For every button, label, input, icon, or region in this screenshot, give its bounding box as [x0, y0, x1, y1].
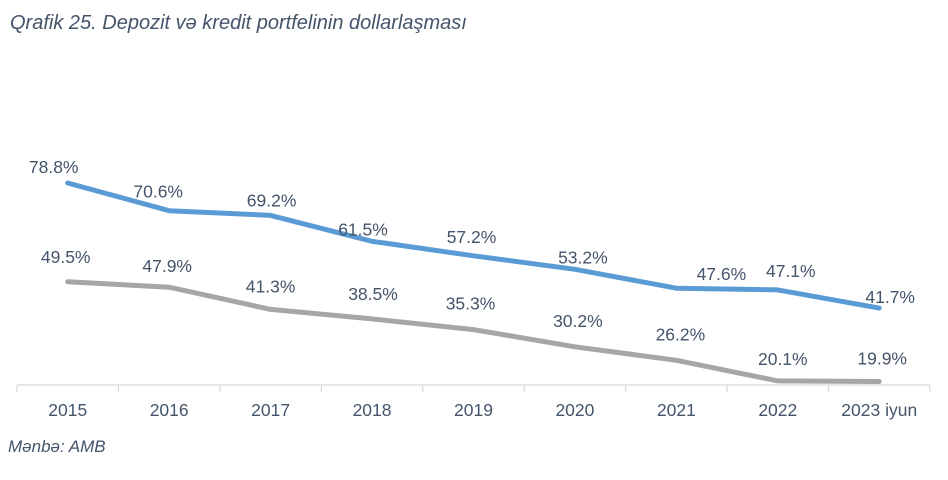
data-label-upper-blue: 78.8%: [29, 157, 79, 177]
data-label-upper-blue: 69.2%: [247, 190, 297, 210]
x-axis-label: 2016: [150, 400, 189, 420]
x-axis-label: 2015: [48, 400, 87, 420]
data-label-lower-gray: 41.3%: [246, 276, 296, 296]
data-label-upper-blue: 61.5%: [338, 219, 388, 239]
x-axis-label: 2019: [454, 400, 493, 420]
x-axis-label: 2020: [555, 400, 594, 420]
x-axis-label: 2018: [353, 400, 392, 420]
data-label-lower-gray: 26.2%: [656, 324, 706, 344]
x-axis-label: 2017: [251, 400, 290, 420]
data-label-lower-gray: 19.9%: [857, 349, 907, 369]
data-label-upper-blue: 70.6%: [133, 182, 183, 202]
x-axis-label: 2021: [657, 400, 696, 420]
series-line-lower-gray: [65, 279, 882, 384]
source-note: Mənbə: AMB: [8, 437, 106, 456]
x-axis-label: 2023 iyun: [841, 400, 917, 420]
series-line-upper-blue: [65, 180, 882, 311]
data-label-upper-blue: 47.1%: [766, 261, 816, 281]
data-label-lower-gray: 38.5%: [348, 284, 398, 304]
data-label-upper-blue: 57.2%: [447, 227, 497, 247]
data-label-lower-gray: 49.5%: [41, 247, 91, 267]
data-label-lower-gray: 47.9%: [142, 256, 192, 276]
data-label-upper-blue: 53.2%: [558, 247, 608, 267]
data-label-lower-gray: 35.3%: [446, 294, 496, 314]
data-label-upper-blue: 47.6%: [697, 264, 747, 284]
data-label-lower-gray: 20.1%: [758, 349, 808, 369]
x-axis-label: 2022: [758, 400, 797, 420]
chart-title: Qrafik 25. Depozit və kredit portfelinin…: [10, 12, 467, 34]
data-label-lower-gray: 30.2%: [553, 311, 603, 331]
data-label-upper-blue: 41.7%: [865, 287, 915, 307]
